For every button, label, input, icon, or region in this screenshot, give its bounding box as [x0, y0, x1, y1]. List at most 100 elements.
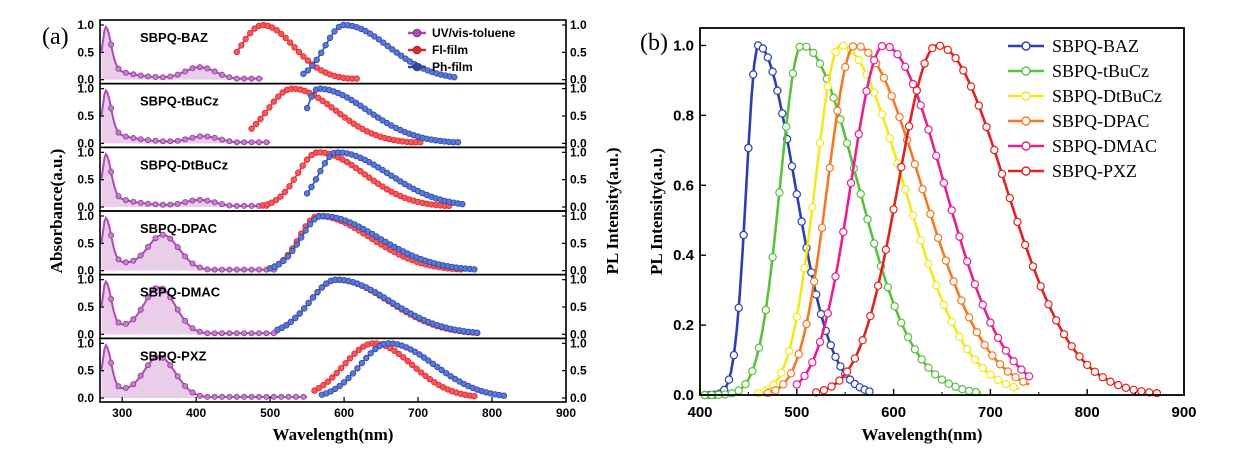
ph-film-point — [318, 49, 325, 56]
absorbance-point — [137, 372, 144, 379]
absorbance-point — [174, 137, 181, 144]
absorbance-point — [233, 266, 240, 273]
absorbance-point — [115, 256, 122, 263]
absorbance-point — [137, 136, 144, 143]
absorbance-point — [255, 393, 262, 400]
legend-label: SBPQ-DMAC — [1052, 136, 1157, 156]
fl-film-point — [270, 98, 277, 105]
ph-film-point — [363, 354, 370, 362]
fl-film-point — [404, 357, 411, 365]
series-point — [771, 386, 780, 395]
x-tick-label: 800 — [482, 406, 502, 420]
ph-film-point — [354, 365, 361, 372]
series-point — [990, 145, 999, 155]
absorbance-point — [130, 198, 137, 205]
ph-film-point — [298, 234, 305, 241]
ph-film-point — [283, 322, 290, 329]
absorbance-point — [137, 72, 144, 79]
absorbance-point — [233, 139, 240, 146]
subplot-1: SBPQ-BAZ 0.0 0.0 0.5 0.5 1.0 1.0 — [77, 18, 587, 87]
series-point — [819, 386, 829, 395]
ph-film-point — [357, 102, 364, 109]
absorbance-point — [152, 354, 159, 361]
absorbance-point — [108, 232, 115, 239]
ph-film-point — [332, 385, 339, 393]
fl-film-point — [391, 347, 398, 354]
absorbance-point — [137, 199, 144, 206]
series-point — [856, 189, 865, 199]
series-point — [858, 336, 867, 345]
absorbance-point — [263, 393, 270, 400]
absorbance-point — [167, 362, 174, 369]
series-point — [1129, 385, 1138, 394]
panel-b: (b) 400 500 600 700 800 900 0.0 0.2 0.4 0.6 0.8 1.0 W… — [640, 27, 1197, 444]
series-point — [729, 350, 739, 360]
series-point — [908, 79, 918, 89]
fl-film-point — [295, 48, 303, 56]
x-tick-label: 700 — [978, 404, 1003, 421]
y-tick-label-left: 0.0 — [77, 200, 94, 214]
subplot-4: SBPQ-DPAC 0.0 0.0 0.5 0.5 1.0 1.0 — [77, 209, 587, 278]
ph-film-point — [308, 93, 315, 100]
legend-b: SBPQ-BAZ SBPQ-tBuCz SBPQ-DtBuCz SBPQ-DPAC SB… — [1008, 36, 1162, 181]
ph-film-point — [374, 114, 382, 121]
series-point — [815, 138, 825, 147]
absorbance-point — [115, 319, 122, 326]
series-point — [931, 370, 940, 379]
series-point — [864, 48, 873, 58]
absorbance-point — [130, 71, 137, 78]
ph-film-point — [317, 167, 324, 175]
y-tick-label-left: 0.0 — [77, 73, 94, 87]
series-point — [865, 387, 874, 396]
y-tick-label-right: 1.0 — [570, 82, 587, 96]
ph-film-line — [306, 151, 463, 205]
ph-film-point — [380, 39, 387, 46]
series-point — [924, 363, 933, 372]
ph-film-point — [375, 36, 383, 43]
ph-film-point — [309, 294, 317, 301]
y-tick-label-right: 1.0 — [570, 18, 587, 32]
y-tick-label: 0.4 — [673, 247, 695, 264]
fl-film-point — [353, 75, 360, 82]
x-axis-title: Wavelength(nm) — [273, 425, 394, 444]
series-point — [777, 368, 786, 377]
absorbance-point — [130, 134, 137, 141]
ph-film-point — [275, 261, 283, 268]
fl-film-point — [329, 374, 336, 381]
series-point — [963, 344, 972, 354]
absorbance-point — [189, 65, 196, 72]
series-point — [792, 189, 802, 199]
y-tick-label-left: 0.5 — [77, 45, 94, 59]
ph-film-point — [314, 289, 321, 296]
fl-film-point — [295, 169, 302, 176]
absorbance-point — [182, 382, 189, 389]
series-point — [1106, 377, 1115, 386]
absorbance-point — [226, 266, 233, 273]
series-point — [1051, 316, 1061, 325]
series-point — [933, 233, 943, 243]
legend-marker — [1021, 166, 1031, 176]
series-point — [993, 333, 1003, 343]
absorbance-point — [233, 330, 240, 337]
absorbance-point — [196, 133, 203, 140]
ph-film-point — [393, 49, 400, 56]
absorbance-point — [122, 259, 129, 266]
series-point — [792, 380, 802, 389]
fl-film-point — [332, 107, 340, 114]
y-tick-label-right: 0.5 — [570, 364, 587, 378]
fl-film-point — [328, 104, 335, 111]
x-tick-label: 700 — [408, 406, 428, 420]
series-point — [825, 163, 834, 173]
ph-film-point — [311, 216, 318, 223]
series-point — [779, 380, 788, 389]
absorbance-fill — [101, 154, 271, 207]
absorbance-point — [137, 306, 144, 313]
ph-film-point — [397, 52, 405, 59]
series-point — [993, 375, 1003, 385]
absorbance-point — [211, 134, 218, 141]
series-point — [841, 62, 850, 72]
series-point — [972, 328, 982, 337]
ph-film-point — [305, 299, 312, 307]
subplot-title: SBPQ-DtBuCz — [140, 157, 229, 172]
series-point — [879, 73, 889, 83]
